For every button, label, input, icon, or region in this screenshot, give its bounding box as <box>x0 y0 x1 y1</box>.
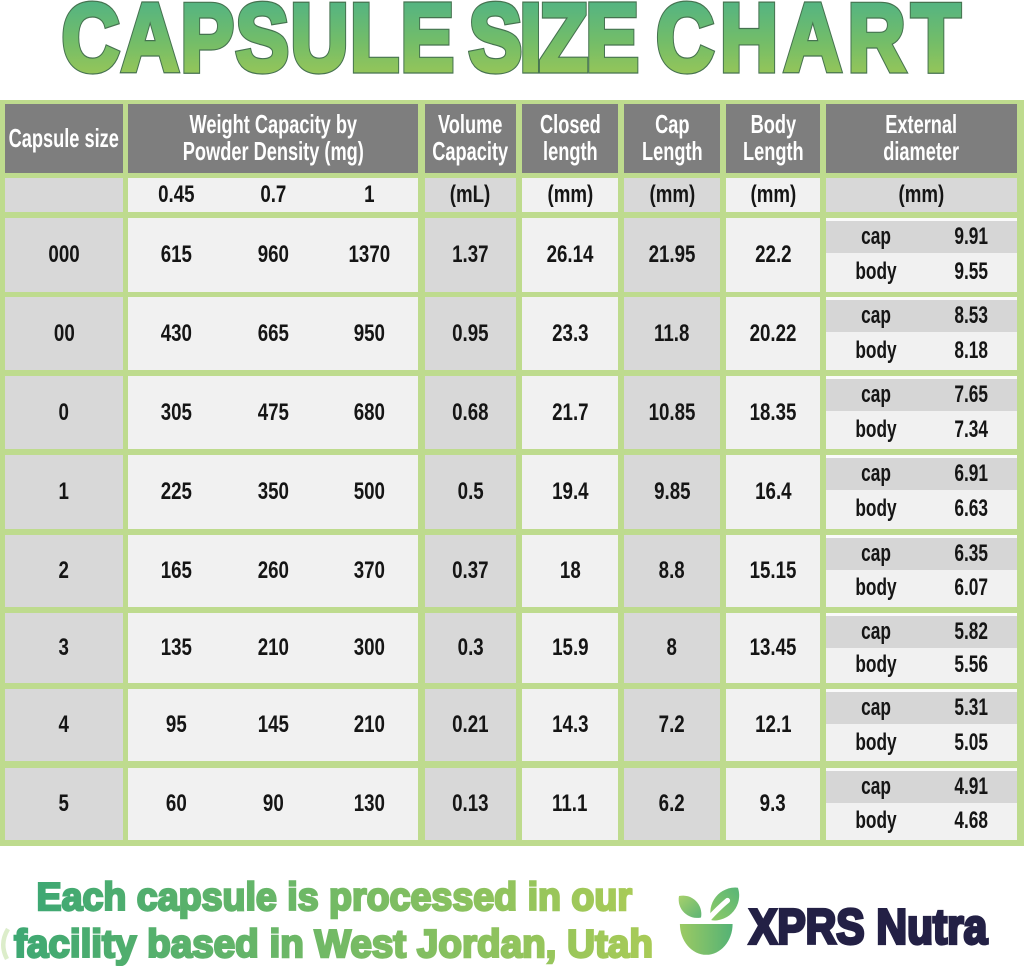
svg-text:CHART: CHART <box>656 0 960 91</box>
svg-text:XPRS Nutra: XPRS Nutra <box>749 901 988 955</box>
svg-text:Each capsule is processed in o: Each capsule is processed in our <box>37 876 633 919</box>
svg-text:SIZE: SIZE <box>469 0 639 91</box>
svg-text:facility based in West Jordan,: facility based in West Jordan, Utah <box>14 923 653 966</box>
svg-text:CAPSULE: CAPSULE <box>62 0 454 91</box>
svg-text:SIZE: SIZE <box>469 0 639 91</box>
svg-text:CAPSULE: CAPSULE <box>62 0 454 91</box>
